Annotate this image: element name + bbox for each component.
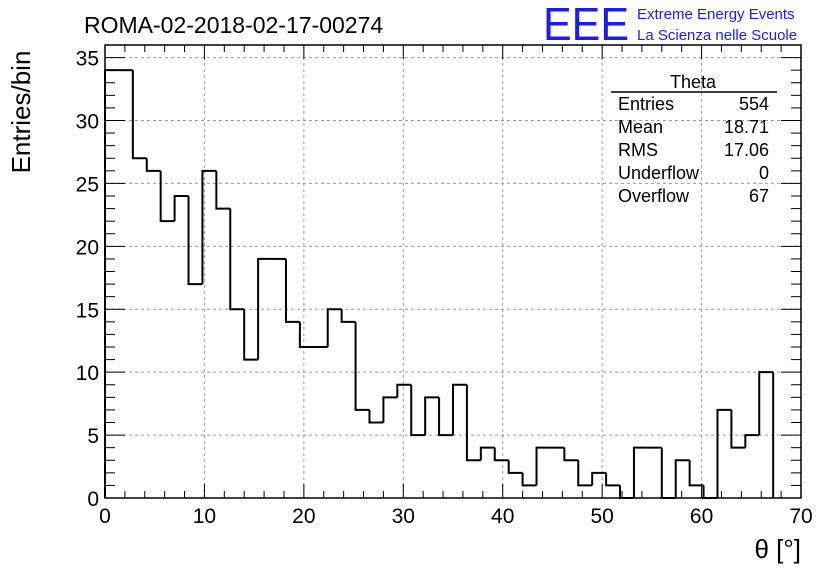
histogram-bin: [257, 257, 273, 360]
histogram-bars: [104, 69, 775, 499]
histogram-bin: [187, 196, 203, 286]
grid-lines: [105, 45, 801, 498]
stats-box: Theta Entries 554 Mean 18.71 RMS 17.06 Underfl…: [611, 72, 777, 206]
histogram-bin: [145, 158, 161, 172]
stats-value: 67: [749, 186, 769, 206]
histogram-bin: [452, 383, 467, 436]
histogram-bin: [298, 321, 314, 348]
x-tick-label: 10: [193, 505, 216, 528]
histogram-bin: [215, 170, 231, 210]
stats-title: Theta: [670, 72, 717, 92]
y-tick-label: 15: [76, 299, 99, 322]
tick-labels: 0 10 20 30 40 50 60 70 0 5 10 15 20 25 30 35: [76, 48, 813, 528]
histogram-bin: [354, 321, 370, 411]
y-axis-title: Entries/bin: [6, 51, 36, 174]
histogram-bin: [438, 397, 453, 437]
stats-value: 554: [739, 94, 769, 114]
histogram-bin: [507, 460, 523, 474]
histogram-bin: [368, 409, 384, 424]
histogram-bin: [591, 471, 607, 486]
logo-line-2: La Scienza nelle Scuole: [637, 27, 797, 44]
histogram-bin: [326, 308, 342, 347]
y-tick-label: 5: [87, 425, 99, 448]
y-tick-label: 35: [76, 48, 99, 71]
histogram-bin: [674, 459, 690, 498]
histogram-bin: [716, 408, 732, 498]
histogram-bin: [410, 384, 426, 437]
x-tick-label: 50: [590, 505, 613, 528]
y-tick-label: 20: [76, 236, 99, 259]
histogram-bin: [688, 460, 704, 487]
x-tick-label: 20: [292, 505, 315, 528]
stats-value: 17.06: [724, 140, 769, 160]
stats-label: Overflow: [618, 186, 690, 206]
x-tick-label: 0: [99, 505, 111, 528]
histogram-bin: [758, 371, 774, 436]
histogram-bin: [284, 258, 300, 323]
y-tick-label: 10: [76, 362, 99, 385]
x-tick-label: 60: [690, 505, 713, 528]
histogram-bin: [563, 447, 579, 462]
axis-ticks: [104, 44, 802, 499]
histogram-bin: [493, 447, 509, 462]
histogram-bin: [730, 409, 746, 449]
stats-label: RMS: [618, 140, 658, 160]
y-tick-label: 30: [76, 111, 99, 134]
logo-line-1: Extreme Energy Events: [637, 6, 795, 23]
histogram-bin: [396, 383, 412, 398]
histogram-bin: [479, 446, 495, 461]
y-tick-label: 25: [76, 173, 99, 196]
x-tick-label: 70: [789, 505, 812, 528]
histogram-bin: [632, 446, 648, 498]
stats-label: Entries: [618, 94, 674, 114]
eee-logo: EEE Extreme Energy Events La Scienza nel…: [543, 0, 797, 50]
stats-label: Underflow: [618, 163, 700, 183]
x-tick-label: 30: [392, 505, 415, 528]
histogram-bin: [424, 396, 440, 436]
histogram-bin: [744, 434, 760, 448]
histogram-bin: [660, 447, 676, 499]
histogram-bin: [535, 446, 551, 486]
histogram-bin: [465, 384, 481, 462]
histogram-bin: [173, 195, 189, 222]
stats-label: Mean: [618, 117, 663, 137]
histogram-bin: [243, 309, 259, 361]
histogram-bin: [702, 485, 718, 499]
histogram-bin: [382, 396, 398, 423]
x-axis-title: θ [°]: [754, 534, 801, 564]
histogram-bin: [605, 472, 621, 487]
histogram-bin: [577, 460, 593, 487]
histogram-bin: [131, 70, 147, 160]
stats-rows: Entries 554 Mean 18.71 RMS 17.06 Underflow 0 Ove…: [618, 94, 769, 206]
histogram-bin: [340, 309, 356, 323]
histogram-bin: [521, 472, 537, 487]
x-tick-label: 40: [491, 505, 514, 528]
y-tick-label: 0: [87, 488, 99, 511]
histogram-bin: [159, 170, 175, 223]
histogram-bin: [201, 169, 217, 285]
histogram-bin: [229, 208, 245, 311]
logo-eee: EEE: [543, 0, 629, 50]
stats-value: 0: [759, 163, 769, 183]
chart-title: ROMA-02-2018-02-17-00274: [84, 12, 383, 38]
stats-value: 18.71: [724, 117, 769, 137]
